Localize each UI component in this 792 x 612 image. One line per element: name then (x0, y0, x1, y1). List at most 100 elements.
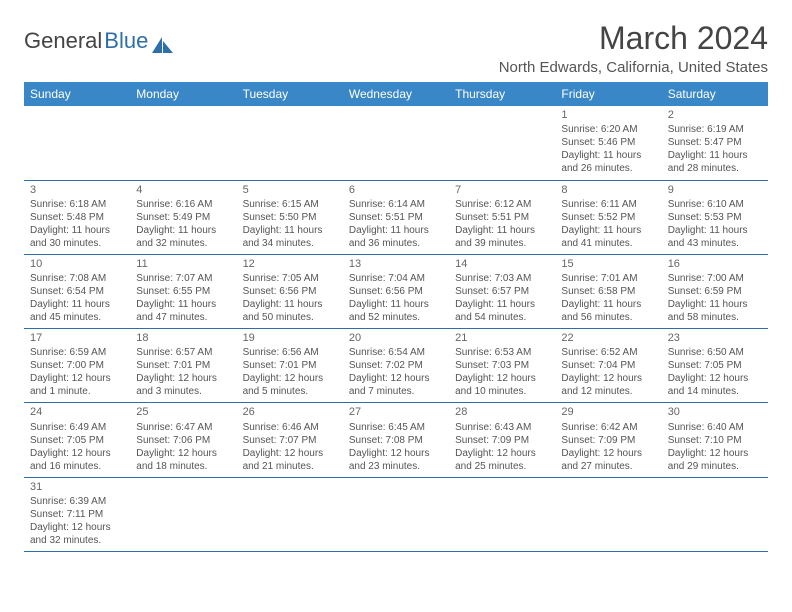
sun-line: Sunset: 7:06 PM (136, 434, 230, 447)
day-number: 23 (668, 331, 762, 345)
sun-line: Sunrise: 6:56 AM (243, 346, 337, 359)
day-number: 13 (349, 257, 443, 271)
calendar-row: 1Sunrise: 6:20 AMSunset: 5:46 PMDaylight… (24, 106, 768, 180)
day-number: 16 (668, 257, 762, 271)
sun-line: and 39 minutes. (455, 237, 549, 250)
sun-line: Sunset: 5:47 PM (668, 136, 762, 149)
title-block: March 2024 North Edwards, California, Un… (499, 20, 768, 76)
day-number: 22 (561, 331, 655, 345)
day-header: Saturday (662, 82, 768, 106)
sun-line: and 16 minutes. (30, 460, 124, 473)
day-number: 9 (668, 183, 762, 197)
sun-line: Daylight: 11 hours (668, 298, 762, 311)
day-cell: 18Sunrise: 6:57 AMSunset: 7:01 PMDayligh… (130, 329, 236, 403)
sun-line: and 32 minutes. (136, 237, 230, 250)
sun-line: Sunset: 6:57 PM (455, 285, 549, 298)
sun-line: Sunset: 7:01 PM (243, 359, 337, 372)
sun-line: and 32 minutes. (30, 534, 124, 547)
sun-line: Sunrise: 6:20 AM (561, 123, 655, 136)
sun-line: Sunset: 7:01 PM (136, 359, 230, 372)
day-cell: 25Sunrise: 6:47 AMSunset: 7:06 PMDayligh… (130, 403, 236, 477)
day-cell: 5Sunrise: 6:15 AMSunset: 5:50 PMDaylight… (237, 180, 343, 254)
sun-line: Sunrise: 6:12 AM (455, 198, 549, 211)
day-number: 24 (30, 405, 124, 419)
day-header: Thursday (449, 82, 555, 106)
empty-cell (343, 106, 449, 180)
day-cell: 28Sunrise: 6:43 AMSunset: 7:09 PMDayligh… (449, 403, 555, 477)
sun-line: Sunrise: 6:18 AM (30, 198, 124, 211)
day-number: 20 (349, 331, 443, 345)
sun-line: Sunset: 7:08 PM (349, 434, 443, 447)
empty-cell (343, 477, 449, 551)
day-number: 21 (455, 331, 549, 345)
day-number: 28 (455, 405, 549, 419)
empty-cell (555, 477, 661, 551)
sun-line: Sunrise: 6:49 AM (30, 421, 124, 434)
sun-line: and 1 minute. (30, 385, 124, 398)
calendar-row: 3Sunrise: 6:18 AMSunset: 5:48 PMDaylight… (24, 180, 768, 254)
sun-line: Sunrise: 6:40 AM (668, 421, 762, 434)
sun-line: Daylight: 12 hours (668, 372, 762, 385)
sun-line: Daylight: 12 hours (136, 447, 230, 460)
calendar-body: 1Sunrise: 6:20 AMSunset: 5:46 PMDaylight… (24, 106, 768, 551)
day-cell: 22Sunrise: 6:52 AMSunset: 7:04 PMDayligh… (555, 329, 661, 403)
sun-line: Sunrise: 6:57 AM (136, 346, 230, 359)
sun-line: Sunrise: 7:03 AM (455, 272, 549, 285)
sun-line: Daylight: 11 hours (243, 224, 337, 237)
day-number: 31 (30, 480, 124, 494)
sun-line: Sunset: 5:53 PM (668, 211, 762, 224)
sun-line: and 28 minutes. (668, 162, 762, 175)
sun-line: Sunset: 7:02 PM (349, 359, 443, 372)
day-number: 29 (561, 405, 655, 419)
calendar-row: 24Sunrise: 6:49 AMSunset: 7:05 PMDayligh… (24, 403, 768, 477)
sun-line: Sunrise: 7:00 AM (668, 272, 762, 285)
sun-line: Sunrise: 6:39 AM (30, 495, 124, 508)
empty-cell (237, 106, 343, 180)
day-number: 3 (30, 183, 124, 197)
sun-line: and 3 minutes. (136, 385, 230, 398)
sun-line: Sunrise: 6:10 AM (668, 198, 762, 211)
day-number: 15 (561, 257, 655, 271)
day-cell: 31Sunrise: 6:39 AMSunset: 7:11 PMDayligh… (24, 477, 130, 551)
sun-line: and 58 minutes. (668, 311, 762, 324)
sun-line: Sunset: 6:59 PM (668, 285, 762, 298)
sun-line: Sunset: 5:48 PM (30, 211, 124, 224)
sun-line: Daylight: 12 hours (561, 372, 655, 385)
sun-line: Sunset: 7:10 PM (668, 434, 762, 447)
day-cell: 4Sunrise: 6:16 AMSunset: 5:49 PMDaylight… (130, 180, 236, 254)
sun-line: Daylight: 11 hours (243, 298, 337, 311)
sun-line: Daylight: 11 hours (349, 298, 443, 311)
sun-line: Sunrise: 6:59 AM (30, 346, 124, 359)
sun-line: Sunset: 7:04 PM (561, 359, 655, 372)
day-number: 27 (349, 405, 443, 419)
empty-cell (24, 106, 130, 180)
sun-line: Daylight: 11 hours (561, 224, 655, 237)
empty-cell (130, 477, 236, 551)
day-cell: 6Sunrise: 6:14 AMSunset: 5:51 PMDaylight… (343, 180, 449, 254)
sun-line: and 56 minutes. (561, 311, 655, 324)
sun-line: Daylight: 11 hours (136, 298, 230, 311)
day-number: 4 (136, 183, 230, 197)
sun-line: Sunrise: 6:11 AM (561, 198, 655, 211)
day-header: Sunday (24, 82, 130, 106)
logo-text-2: Blue (104, 28, 148, 54)
sun-line: Daylight: 11 hours (30, 224, 124, 237)
day-cell: 20Sunrise: 6:54 AMSunset: 7:02 PMDayligh… (343, 329, 449, 403)
day-number: 17 (30, 331, 124, 345)
sun-line: Sunrise: 7:01 AM (561, 272, 655, 285)
sun-line: Sunrise: 7:07 AM (136, 272, 230, 285)
sun-line: and 36 minutes. (349, 237, 443, 250)
sun-line: Sunrise: 6:54 AM (349, 346, 443, 359)
day-cell: 30Sunrise: 6:40 AMSunset: 7:10 PMDayligh… (662, 403, 768, 477)
day-cell: 8Sunrise: 6:11 AMSunset: 5:52 PMDaylight… (555, 180, 661, 254)
sun-line: and 43 minutes. (668, 237, 762, 250)
day-cell: 15Sunrise: 7:01 AMSunset: 6:58 PMDayligh… (555, 254, 661, 328)
sun-line: Sunset: 7:09 PM (455, 434, 549, 447)
sun-line: Sunrise: 7:04 AM (349, 272, 443, 285)
day-number: 19 (243, 331, 337, 345)
day-header: Friday (555, 82, 661, 106)
sun-line: Daylight: 11 hours (136, 224, 230, 237)
sun-line: Daylight: 11 hours (668, 149, 762, 162)
day-number: 14 (455, 257, 549, 271)
day-number: 6 (349, 183, 443, 197)
